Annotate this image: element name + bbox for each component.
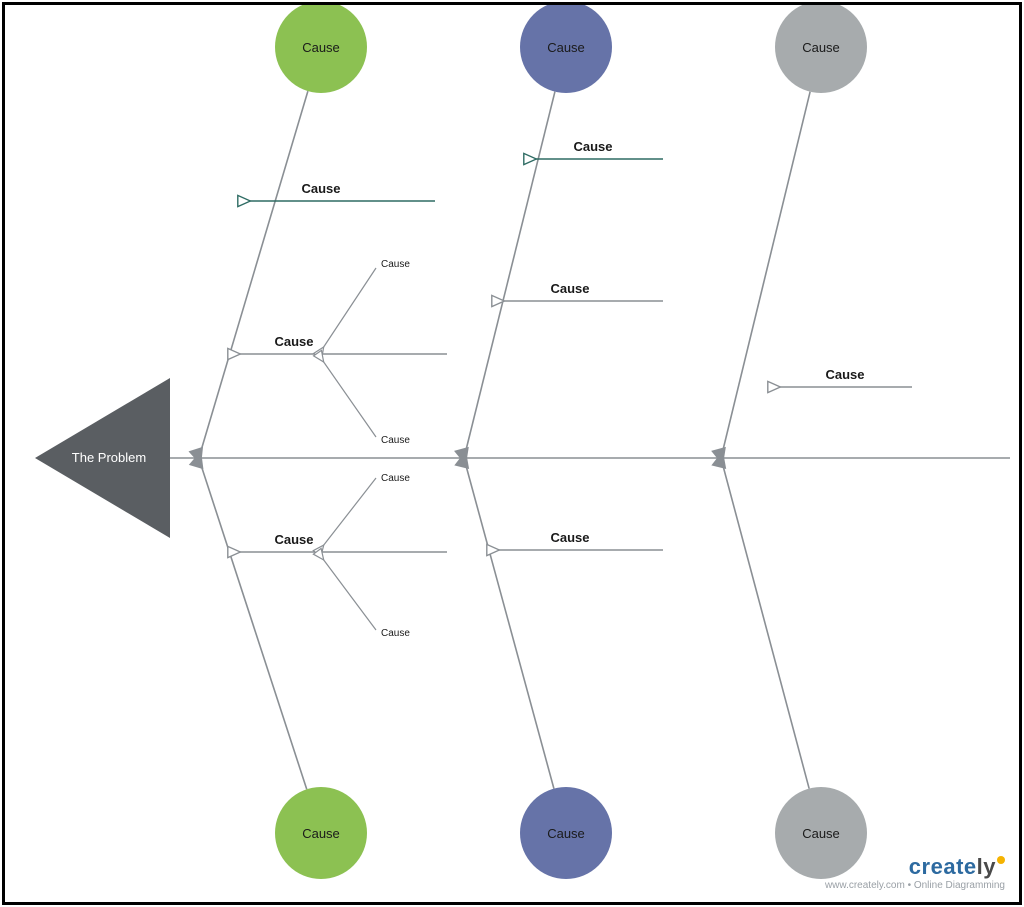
head-label: The Problem bbox=[72, 450, 146, 465]
subsub-arrow-1 bbox=[323, 361, 376, 437]
brand-part1: create bbox=[909, 854, 977, 879]
cause-circle-label-bot1: Cause bbox=[302, 826, 340, 841]
cause-circle-label-top3: Cause bbox=[802, 40, 840, 55]
bone-bot1 bbox=[200, 462, 307, 789]
bone-top2 bbox=[465, 92, 555, 454]
sub-arrow-label-3: Cause bbox=[825, 367, 864, 382]
footer: creately www.creately.com • Online Diagr… bbox=[825, 854, 1005, 892]
sub-arrow-label-5: Cause bbox=[274, 532, 313, 547]
subsub-label-3: Cause bbox=[381, 628, 410, 639]
cause-circle-label-top1: Cause bbox=[302, 40, 340, 55]
brand-part2: ly bbox=[977, 854, 996, 879]
sub-arrow-label-6: Cause bbox=[550, 530, 589, 545]
cause-circle-label-bot3: Cause bbox=[802, 826, 840, 841]
subsub-label-1: Cause bbox=[381, 435, 410, 446]
bone-bot3 bbox=[722, 462, 809, 789]
subsub-arrow-0 bbox=[323, 268, 376, 348]
diagram-frame: The Problem Cause Cause Cause Cause Cause Caus… bbox=[2, 2, 1022, 905]
sub-arrow-label-4: Cause bbox=[274, 334, 313, 349]
cause-circle-label-top2: Cause bbox=[547, 40, 585, 55]
bone-bot2 bbox=[465, 462, 554, 789]
bone-top1 bbox=[200, 91, 308, 454]
subsub-arrow-2 bbox=[323, 478, 376, 546]
sub-arrow-label-2: Cause bbox=[550, 281, 589, 296]
subsub-arrow-3 bbox=[323, 559, 376, 630]
fishbone-svg: The Problem Cause Cause Cause Cause Cause Caus… bbox=[5, 5, 1023, 906]
bulb-icon bbox=[997, 856, 1005, 864]
sub-arrow-label-1: Cause bbox=[573, 139, 612, 154]
bone-top3 bbox=[722, 92, 810, 454]
sub-arrow-label-0: Cause bbox=[301, 181, 340, 196]
cause-circle-label-bot2: Cause bbox=[547, 826, 585, 841]
subsub-label-0: Cause bbox=[381, 259, 410, 270]
subsub-label-2: Cause bbox=[381, 473, 410, 484]
brand-tagline: www.creately.com • Online Diagramming bbox=[825, 880, 1005, 892]
brand-logo: creately bbox=[825, 854, 1005, 880]
